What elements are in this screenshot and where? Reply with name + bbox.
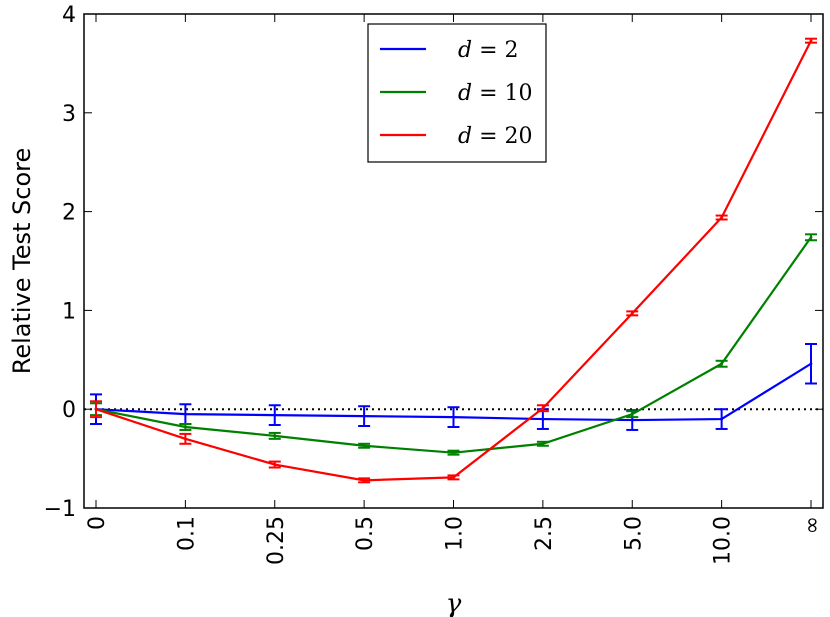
data-point bbox=[809, 39, 813, 43]
series-20 bbox=[90, 37, 817, 484]
error-bar bbox=[447, 406, 460, 428]
error-bar bbox=[805, 233, 817, 242]
x-tick-label: 2.5 bbox=[532, 516, 557, 551]
x-tick-label: 1.0 bbox=[443, 516, 468, 551]
x-tick-labels: 0 0.1 0.25 0.5 1.0 2.5 5.0 10.0 ∞ bbox=[85, 516, 825, 565]
error-bar bbox=[536, 440, 549, 447]
data-point bbox=[630, 311, 634, 315]
error-bar bbox=[358, 405, 371, 427]
error-bar bbox=[358, 442, 371, 449]
error-bar bbox=[805, 37, 817, 44]
data-point bbox=[630, 418, 634, 422]
x-axis-label: γ bbox=[446, 589, 462, 617]
error-bar bbox=[536, 404, 549, 413]
data-point bbox=[452, 475, 455, 479]
legend: d = 2 d = 10 d = 20 bbox=[367, 23, 547, 163]
x-tick-label: 0 bbox=[85, 516, 110, 530]
y-tick-label: 4 bbox=[62, 3, 76, 28]
legend-item: d = 2 bbox=[380, 38, 519, 63]
y-tick-label: −1 bbox=[44, 497, 76, 522]
y-axis-label: Relative Test Score bbox=[8, 148, 36, 375]
tick-layer bbox=[84, 13, 823, 509]
y-tick-label: 1 bbox=[62, 299, 76, 324]
error-bar bbox=[179, 432, 192, 445]
data-point bbox=[94, 407, 98, 411]
error-bar bbox=[536, 408, 549, 430]
data-point bbox=[541, 442, 545, 446]
data-point bbox=[183, 412, 187, 416]
error-bar bbox=[90, 400, 102, 419]
error-bar bbox=[268, 460, 281, 469]
x-tick-label: 10.0 bbox=[711, 516, 736, 565]
y-tick-label: 3 bbox=[62, 102, 76, 127]
x-tick-label: ∞ bbox=[800, 516, 825, 534]
data-point bbox=[362, 444, 366, 448]
data-point bbox=[720, 216, 724, 219]
data-point bbox=[720, 362, 724, 366]
error-bar bbox=[715, 359, 728, 368]
data-point bbox=[452, 451, 455, 455]
legend-item: d = 10 bbox=[380, 81, 533, 106]
data-point bbox=[541, 417, 545, 421]
x-tick-label: 0.1 bbox=[174, 516, 199, 551]
y-tick-labels: −1 0 1 2 3 4 bbox=[44, 3, 76, 522]
error-bar bbox=[805, 342, 817, 385]
legend-label: d = 2 bbox=[458, 38, 519, 63]
data-point bbox=[273, 434, 277, 438]
data-point bbox=[720, 417, 724, 421]
data-point bbox=[183, 425, 187, 429]
data-point bbox=[273, 463, 277, 466]
y-tick-label: 2 bbox=[62, 201, 76, 226]
error-bar bbox=[715, 408, 728, 430]
error-bar bbox=[626, 310, 639, 317]
series-layer bbox=[90, 37, 817, 484]
error-bar bbox=[358, 477, 371, 484]
error-bar bbox=[447, 474, 460, 481]
data-point bbox=[183, 437, 187, 441]
series-10 bbox=[90, 233, 817, 456]
error-bar bbox=[447, 449, 460, 456]
x-tick-label: 0.25 bbox=[264, 516, 289, 565]
x-tick-label: 5.0 bbox=[621, 516, 646, 551]
legend-label: d = 10 bbox=[458, 81, 533, 106]
y-tick-label: 0 bbox=[62, 398, 76, 423]
data-point bbox=[630, 412, 634, 416]
data-point bbox=[362, 414, 366, 418]
error-bar bbox=[268, 431, 281, 440]
series-2 bbox=[90, 342, 817, 431]
error-bar bbox=[179, 423, 192, 431]
data-point bbox=[362, 478, 366, 482]
data-point bbox=[273, 413, 277, 417]
error-bar bbox=[626, 410, 639, 419]
data-point bbox=[541, 406, 545, 410]
error-bar bbox=[715, 214, 728, 221]
data-point bbox=[809, 362, 813, 366]
error-bar bbox=[268, 404, 281, 427]
legend-label: d = 20 bbox=[458, 124, 533, 149]
x-tick-label: 0.5 bbox=[353, 516, 378, 551]
data-point bbox=[809, 235, 813, 239]
legend-item: d = 20 bbox=[380, 124, 533, 149]
data-point bbox=[452, 415, 455, 419]
